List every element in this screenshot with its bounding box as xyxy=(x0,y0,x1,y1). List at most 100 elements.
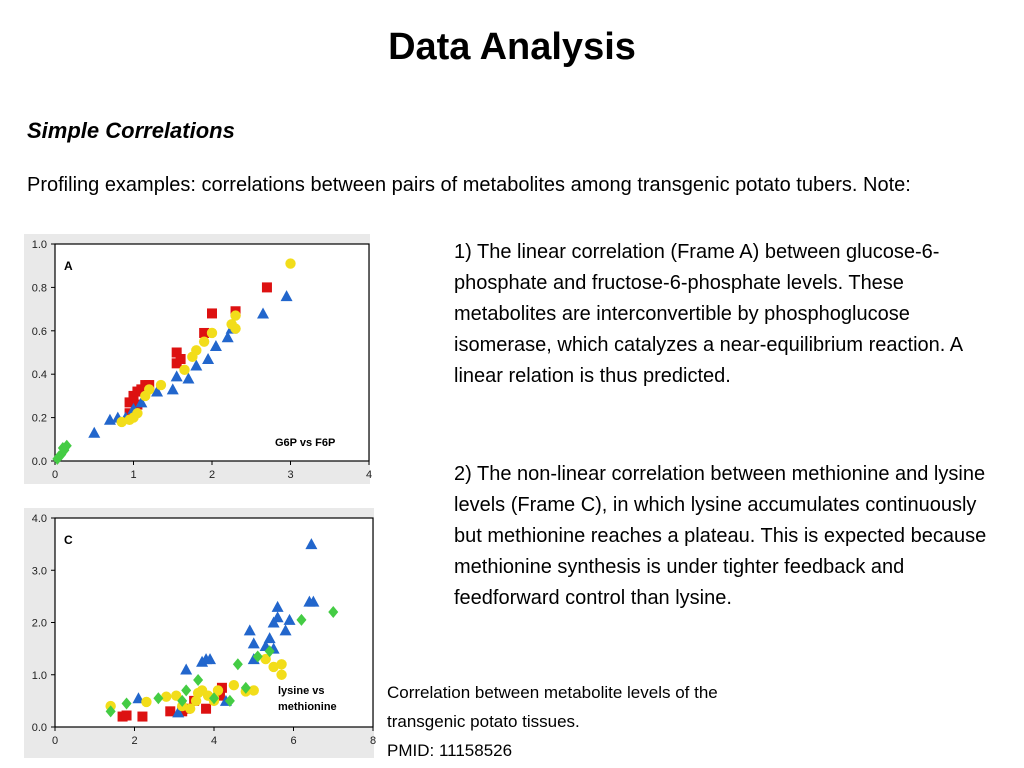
chart-a-inset-label: G6P vs F6P xyxy=(275,437,335,449)
data-point-diamond-green xyxy=(252,650,263,663)
data-point-diamond-green xyxy=(240,681,251,694)
y-tick-label: 0.6 xyxy=(32,326,47,338)
data-point-triangle-blue xyxy=(166,383,179,395)
data-point-square-red xyxy=(207,308,217,319)
data-point-triangle-blue xyxy=(305,538,318,550)
data-point-diamond-green xyxy=(105,705,116,718)
y-tick-label: 1.0 xyxy=(32,670,47,682)
data-point-triangle-blue xyxy=(280,290,293,302)
data-point-circle-yellow xyxy=(155,379,167,391)
data-point-diamond-green xyxy=(224,694,235,707)
y-tick-label: 0.0 xyxy=(32,722,47,734)
data-point-circle-yellow xyxy=(228,680,240,691)
data-point-diamond-green xyxy=(53,450,64,463)
data-point-diamond-green xyxy=(193,673,204,686)
data-point-circle-yellow xyxy=(171,690,182,701)
data-point-circle-yellow xyxy=(179,364,190,376)
data-point-square-red xyxy=(261,282,272,293)
data-point-square-red xyxy=(121,710,132,721)
data-point-circle-yellow xyxy=(198,336,210,347)
data-point-diamond-green xyxy=(177,694,188,707)
data-point-triangle-blue xyxy=(209,339,222,351)
x-tick-label: 8 xyxy=(370,735,376,747)
chart-c-points xyxy=(105,538,339,722)
figure-caption: Correlation between metabolite levels of… xyxy=(387,678,827,765)
data-point-square-red xyxy=(177,706,188,717)
data-point-diamond-green xyxy=(296,613,307,626)
data-point-triangle-blue xyxy=(172,706,185,718)
data-point-triangle-blue xyxy=(283,613,296,625)
data-point-circle-yellow xyxy=(230,323,241,334)
chart-c-inset-label-1: lysine vs xyxy=(278,685,324,697)
data-point-triangle-blue xyxy=(190,359,203,371)
chart-a-points xyxy=(52,258,296,465)
data-point-circle-yellow xyxy=(132,408,143,419)
data-point-triangle-blue xyxy=(182,372,195,384)
chart-c-ticks: 0 2 4 6 8 0.0 1.0 2.0 3.0 4.0 xyxy=(32,513,376,747)
y-tick-label: 3.0 xyxy=(32,565,47,577)
y-tick-label: 4.0 xyxy=(32,513,47,525)
data-point-circle-yellow xyxy=(276,669,287,680)
slide-title: Data Analysis xyxy=(388,26,636,68)
y-tick-label: 0.0 xyxy=(32,456,47,468)
data-point-triangle-blue xyxy=(202,353,215,365)
x-tick-label: 3 xyxy=(287,469,293,481)
data-point-square-red xyxy=(199,327,210,338)
data-point-circle-yellow xyxy=(206,327,218,339)
data-point-triangle-blue xyxy=(263,632,276,644)
data-point-diamond-green xyxy=(153,692,164,705)
data-point-diamond-green xyxy=(232,658,243,671)
x-tick-label: 0 xyxy=(52,469,58,481)
x-tick-label: 0 xyxy=(52,735,58,747)
chart-a-panel-label: A xyxy=(64,259,73,273)
y-tick-label: 0.2 xyxy=(32,413,47,425)
x-tick-label: 4 xyxy=(366,469,372,481)
x-tick-label: 2 xyxy=(209,469,215,481)
data-point-circle-yellow xyxy=(141,696,152,708)
chart-c-inset-label-2: methionine xyxy=(278,701,337,713)
data-point-circle-yellow xyxy=(230,310,241,321)
data-point-square-red xyxy=(137,711,148,722)
data-point-triangle-blue xyxy=(221,331,234,343)
data-point-square-red xyxy=(171,347,182,358)
data-point-circle-yellow xyxy=(248,685,259,696)
data-point-circle-yellow xyxy=(116,416,127,428)
data-point-circle-yellow xyxy=(191,345,202,356)
data-point-diamond-green xyxy=(328,606,339,619)
data-point-square-red xyxy=(124,397,135,408)
data-point-triangle-blue xyxy=(247,637,260,649)
data-point-triangle-blue xyxy=(247,653,260,665)
data-point-triangle-blue xyxy=(271,611,284,623)
data-point-diamond-green xyxy=(209,692,219,705)
scatter-chart-c: 0 2 4 6 8 0.0 1.0 2.0 3.0 4.0 C lysine vs methion… xyxy=(24,508,376,758)
data-point-circle-yellow xyxy=(184,703,196,714)
data-point-diamond-green xyxy=(181,684,192,697)
y-tick-label: 0.8 xyxy=(32,282,47,294)
data-point-diamond-green xyxy=(57,441,68,454)
y-tick-label: 2.0 xyxy=(32,618,47,630)
data-point-triangle-blue xyxy=(88,426,101,438)
y-tick-label: 1.0 xyxy=(32,239,47,251)
data-point-circle-yellow xyxy=(276,659,287,670)
data-point-triangle-blue xyxy=(180,663,193,675)
x-tick-label: 1 xyxy=(130,469,136,481)
data-point-circle-yellow xyxy=(260,653,271,665)
data-point-square-red xyxy=(214,690,225,701)
data-point-triangle-blue xyxy=(204,653,217,665)
data-point-triangle-blue xyxy=(151,385,164,397)
note-linear-correlation: 1) The linear correlation (Frame A) betw… xyxy=(454,241,963,387)
chart-c-panel-label: C xyxy=(64,533,73,547)
x-tick-label: 2 xyxy=(131,735,137,747)
scatter-chart-a: 0 1 2 3 4 0.0 0.2 0.4 0.6 0.8 1.0 A G6P vs F6P xyxy=(24,234,372,484)
data-point-square-red xyxy=(175,354,186,365)
data-point-circle-yellow xyxy=(268,661,279,673)
data-point-triangle-blue xyxy=(257,307,270,319)
caption-pmid: PMID: 11158526 xyxy=(387,741,513,760)
data-point-triangle-blue xyxy=(170,370,183,382)
data-point-triangle-blue xyxy=(271,600,284,612)
y-tick-label: 0.4 xyxy=(32,369,47,381)
data-point-circle-yellow xyxy=(161,691,172,702)
data-point-square-red xyxy=(165,706,176,717)
data-point-diamond-green xyxy=(264,645,275,658)
data-point-triangle-blue xyxy=(279,624,292,636)
